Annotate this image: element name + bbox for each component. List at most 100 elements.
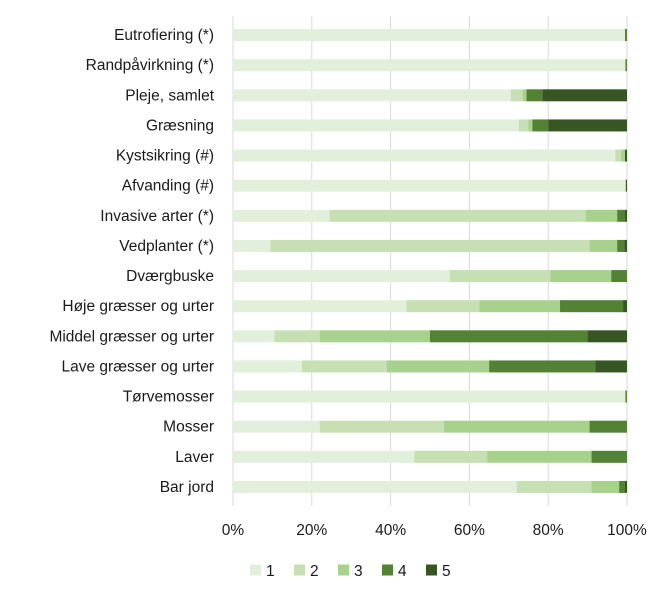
bar-segment-series-2 [274, 330, 320, 343]
bar-segment-series-3 [621, 149, 626, 162]
legend-label: 5 [442, 563, 451, 580]
bar-segment-series-3 [386, 360, 490, 373]
bar-segment-series-1 [233, 480, 517, 493]
bar-segment-series-1 [233, 360, 302, 373]
category-label: Randpåvirkning (*) [86, 57, 214, 74]
bar-segment-series-2 [510, 89, 523, 102]
bar-segment-series-4 [532, 119, 549, 132]
bar-segment-series-2 [518, 119, 529, 132]
legend-swatch [382, 564, 393, 576]
bar-segment-series-2 [414, 450, 488, 463]
x-tick-label: 80% [533, 522, 564, 539]
legend-swatch [426, 564, 437, 576]
category-label: Dværgbuske [126, 268, 214, 285]
bar-segment-series-2 [406, 300, 480, 313]
category-label: Afvanding (#) [122, 178, 214, 195]
bar-segment-series-1 [233, 300, 407, 313]
category-label: Middel græsser og urter [49, 328, 214, 345]
bar-segment-series-2 [449, 270, 551, 283]
bar-segment-series-1 [233, 390, 626, 403]
bar-segment-series-5 [625, 209, 627, 222]
x-tick-label: 40% [375, 522, 406, 539]
bar-segment-series-3 [487, 450, 592, 463]
bar-segment-series-1 [233, 450, 415, 463]
x-axis-tick-labels: 0% 20% 40% 60% 80% 100% [222, 522, 647, 539]
bar-segment-series-3 [443, 420, 590, 433]
category-label: Invasive arter (*) [100, 208, 214, 225]
bar-segment-series-3 [528, 119, 533, 132]
bar-segment-series-3 [522, 89, 527, 102]
bar-segment-series-4 [591, 450, 627, 463]
bar-segment-series-5 [595, 360, 627, 373]
category-label: Laver [175, 449, 214, 466]
category-label: Bar jord [160, 479, 214, 496]
bar-segment-series-4 [617, 209, 626, 222]
legend-swatch [338, 564, 349, 576]
legend-swatch [294, 564, 305, 576]
bar-segment-series-5 [625, 149, 627, 162]
bar-segment-series-4 [617, 239, 625, 252]
x-tick-label: 100% [607, 522, 647, 539]
bar-segment-series-4 [430, 330, 588, 343]
category-label: Pleje, samlet [125, 87, 214, 104]
bar-segment-series-4 [619, 480, 626, 493]
bar-segment-series-1 [233, 29, 626, 42]
legend-label: 4 [398, 563, 407, 580]
bar-segment-series-3 [550, 270, 612, 283]
category-label: Mosser [163, 419, 214, 436]
bar-segment-series-5 [548, 119, 627, 132]
legend: 1 2 3 4 5 [250, 563, 451, 580]
bar-segment-series-2 [319, 420, 444, 433]
category-label: Græsning [146, 117, 214, 134]
category-label: Vedplanter (*) [119, 238, 214, 255]
bar-segment-series-5 [624, 239, 627, 252]
category-labels: Eutrofiering (*) Randpåvirkning (*) Pleje,… [49, 27, 214, 496]
bar-segment-series-1 [233, 179, 626, 192]
category-label: Kystsikring (#) [116, 148, 214, 165]
bar-segment-series-2 [615, 149, 622, 162]
bar-segment-series-1 [233, 420, 320, 433]
bar-segment-series-1 [233, 270, 450, 283]
bar-segment-series-3 [319, 330, 430, 343]
x-tick-label: 0% [222, 522, 245, 539]
bar-segment-series-3 [591, 480, 620, 493]
bar-segment-series-1 [233, 59, 626, 72]
bar-segment-series-4 [560, 300, 624, 313]
bar-segment-series-3 [479, 300, 561, 313]
bar-segment-series-5 [623, 300, 627, 313]
x-tick-label: 60% [454, 522, 485, 539]
bar-segment-series-5 [587, 330, 627, 343]
bar-segment-series-2 [516, 480, 592, 493]
bar-segment-series-4 [625, 59, 627, 72]
x-tick-label: 20% [296, 522, 327, 539]
bar-segment-series-1 [233, 209, 330, 222]
category-label: Høje græsser og urter [62, 298, 214, 315]
bar-segment-series-1 [233, 330, 275, 343]
bar-segment-series-2 [301, 360, 387, 373]
bars [233, 29, 627, 493]
bar-segment-series-4 [489, 360, 596, 373]
legend-label: 3 [354, 563, 363, 580]
category-label: Lave græsser og urter [62, 358, 215, 375]
bar-segment-series-4 [611, 270, 627, 283]
legend-label: 1 [266, 563, 275, 580]
legend-label: 2 [310, 563, 319, 580]
category-label: Tørvemosser [123, 389, 214, 406]
legend-swatch [250, 564, 261, 576]
category-label: Eutrofiering (*) [114, 27, 214, 44]
bar-segment-series-3 [585, 209, 618, 222]
bar-segment-series-4 [589, 420, 627, 433]
bar-segment-series-1 [233, 149, 616, 162]
bar-segment-series-1 [233, 89, 511, 102]
bar-segment-series-4 [625, 390, 627, 403]
bar-segment-series-5 [625, 480, 627, 493]
bar-segment-series-2 [329, 209, 586, 222]
bar-segment-series-5 [625, 179, 627, 192]
bar-segment-series-3 [589, 239, 618, 252]
bar-segment-series-4 [625, 29, 627, 42]
bar-segment-series-2 [270, 239, 590, 252]
bar-segment-series-1 [233, 119, 519, 132]
bar-segment-series-5 [542, 89, 627, 102]
bar-segment-series-1 [233, 239, 271, 252]
